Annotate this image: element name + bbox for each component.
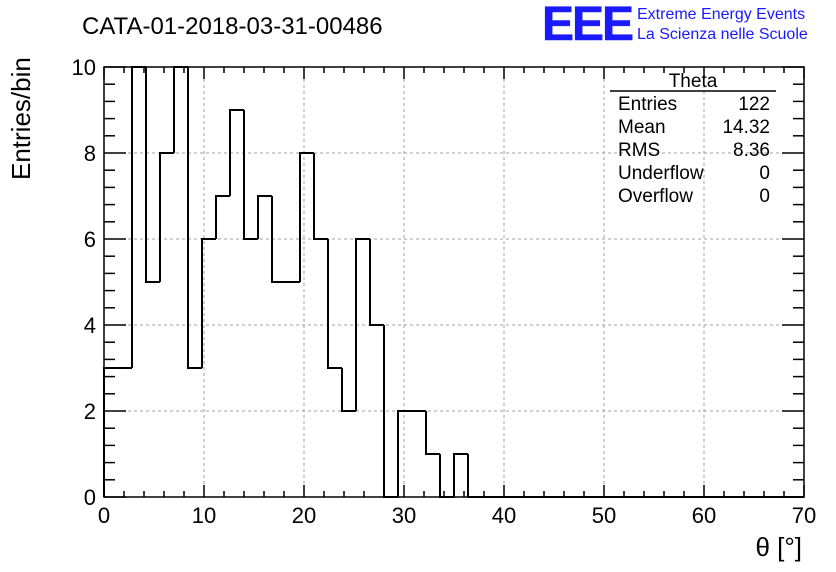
x-tick-label: 10 (192, 503, 216, 528)
y-tick-label: 4 (84, 313, 96, 338)
histogram-bin (397, 410, 412, 497)
y-tick-label: 8 (84, 141, 96, 166)
histogram-bin (467, 454, 482, 498)
x-tick-labels: 0 10 20 30 40 50 60 70 (98, 503, 816, 528)
eee-logo-mark: EEE (542, 0, 633, 51)
histogram-bin (453, 453, 468, 497)
histogram-bin (243, 110, 258, 240)
y-tick-label: 10 (72, 55, 96, 80)
histogram-series (103, 66, 804, 498)
eee-logo-line1: Extreme Energy Events (637, 6, 805, 23)
plot-frame (103, 66, 805, 498)
x-tick-label: 50 (592, 503, 616, 528)
histogram-bin (103, 367, 118, 497)
eee-logo: EEE Extreme Energy Events La Scienza nel… (542, 0, 808, 51)
stats-value-mean: 14.32 (722, 117, 770, 138)
histogram-bin (257, 195, 272, 239)
histogram-bin (341, 368, 356, 412)
stats-value-underflow: 0 (759, 163, 770, 184)
stats-label-mean: Mean (618, 117, 666, 138)
histogram-bin (215, 195, 230, 239)
stats-label-overflow: Overflow (618, 186, 693, 207)
histogram-bin (173, 66, 188, 153)
histogram-bin (131, 66, 146, 368)
histogram-bin (201, 238, 216, 368)
x-axis-title: θ [°] (755, 532, 802, 562)
y-tick-label: 0 (84, 485, 96, 510)
histogram-bin (187, 67, 202, 369)
histogram-bin (369, 239, 384, 326)
histogram-bin (271, 196, 286, 283)
grid-lines (104, 67, 804, 497)
axis-ticks (103, 66, 805, 498)
stats-label-rms: RMS (618, 140, 660, 161)
y-tick-label: 2 (84, 399, 96, 424)
x-tick-label: 60 (692, 503, 716, 528)
eee-logo-line2: La Scienza nelle Scuole (637, 26, 808, 43)
stats-label-entries: Entries (618, 94, 677, 115)
histogram-bin (229, 109, 244, 196)
stats-label-underflow: Underflow (618, 163, 704, 184)
x-tick-label: 0 (98, 503, 110, 528)
y-axis-title: Entries/bin (6, 57, 36, 180)
y-tick-labels: 0 2 4 6 8 10 (72, 55, 96, 510)
chart-title: CATA-01-2018-03-31-00486 (82, 13, 383, 40)
histogram-bin (299, 152, 314, 282)
stats-value-rms: 8.36 (733, 140, 770, 161)
stats-value-overflow: 0 (759, 186, 770, 207)
histogram-bin (159, 152, 174, 282)
x-tick-label: 20 (292, 503, 316, 528)
x-tick-label: 40 (492, 503, 516, 528)
histogram-bin (355, 238, 370, 411)
stats-box-title: Theta (669, 71, 718, 92)
stats-value-entries: 122 (738, 94, 770, 115)
x-tick-label: 30 (392, 503, 416, 528)
y-tick-label: 6 (84, 227, 96, 252)
histogram-bin (145, 67, 160, 283)
histogram-bin (439, 454, 454, 498)
x-tick-label: 70 (792, 503, 816, 528)
histogram-bin (425, 411, 440, 455)
stats-box: Theta Entries 122 Mean 14.32 RMS 8.36 Un… (610, 71, 776, 207)
histogram-bin (313, 153, 328, 240)
histogram-bin (327, 239, 342, 369)
